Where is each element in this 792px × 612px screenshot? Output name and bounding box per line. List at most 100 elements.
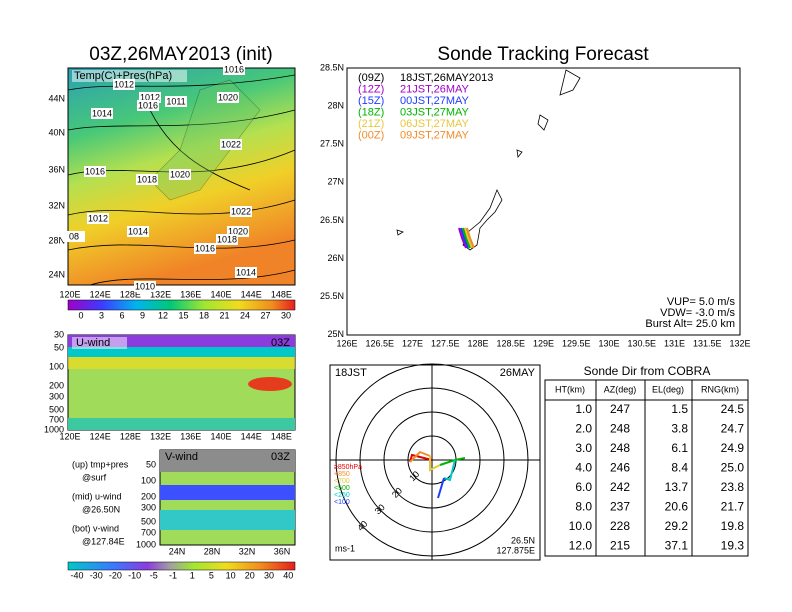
legend-text: 09JST,27MAY <box>400 129 470 141</box>
table-cell: 6.1 <box>671 441 688 455</box>
lon-label: 129E <box>533 338 554 348</box>
legend-text: 00JST,27MAY <box>400 95 470 107</box>
table-header: RNG(km) <box>701 384 739 394</box>
table-frame <box>544 379 749 557</box>
legend-code: (09Z) <box>358 72 384 84</box>
table-header: HT(km) <box>555 384 585 394</box>
table-cell: 4.0 <box>575 461 592 475</box>
legend-code: (00Z) <box>358 129 384 141</box>
lon-label: 136E <box>180 289 201 299</box>
jet-core <box>248 377 292 391</box>
table-cell: 2.0 <box>575 422 592 436</box>
u-wind-name: U-wind <box>76 337 110 349</box>
legend-text: 03JST,27MAY <box>400 106 470 118</box>
lat-label: 36N <box>48 164 65 174</box>
polar-track <box>409 450 466 499</box>
polar-level: <700 <box>334 478 350 485</box>
lat-label: 28N <box>327 100 344 110</box>
v-wind-band <box>160 510 295 530</box>
polar-lon: 127.875E <box>496 545 535 555</box>
colorbar-label: 0 <box>78 310 83 320</box>
note: (up) tmp+pres <box>72 459 129 469</box>
isobar-label: 1016 <box>138 100 158 110</box>
polar-level: <250 <box>334 492 350 499</box>
level-label: 200 <box>49 380 64 390</box>
lon-label: 126E <box>336 338 357 348</box>
isobar-label-bg <box>113 79 135 90</box>
level-label: 700 <box>141 527 156 537</box>
polar-level: <500 <box>334 485 350 492</box>
info: Burst Alt= 25.0 km <box>645 318 735 330</box>
u-wind-band <box>68 347 295 357</box>
table-cell: 8.4 <box>671 461 688 475</box>
isobar-label-bg <box>84 166 106 177</box>
colorbar-label: 10 <box>226 570 236 580</box>
title: 03Z,26MAY2013 (init) <box>89 44 272 65</box>
note: @127.84E <box>82 536 125 546</box>
isobar-label: 1022 <box>221 139 241 149</box>
lon-label: 120E <box>59 431 80 441</box>
isobars <box>67 74 296 286</box>
ring-label: 30 <box>373 502 387 516</box>
lat-label: 26.5N <box>320 215 344 225</box>
level-label: 30 <box>54 329 64 339</box>
isobar-label-bg <box>235 267 257 278</box>
table-cell: 23.8 <box>721 480 745 494</box>
note: @surf <box>82 472 107 482</box>
colorbar-label: -5 <box>150 570 158 580</box>
colorbar-label: 40 <box>283 570 293 580</box>
table-cell: 1.0 <box>575 402 592 416</box>
v-wind-band <box>160 450 295 472</box>
polar-level: <100 <box>334 499 350 506</box>
table-cell: 12.0 <box>569 539 593 553</box>
table-cell: 10.0 <box>569 519 593 533</box>
table-cell: 37.1 <box>665 539 689 553</box>
table-cell: 29.2 <box>665 519 689 533</box>
table-cell: 215 <box>610 539 630 553</box>
colorbar-label: -20 <box>109 570 122 580</box>
u-label-bg <box>72 337 127 349</box>
isobar-label: 1020 <box>170 169 190 179</box>
lat-label: 40N <box>48 127 65 137</box>
isobar-label-bg <box>139 92 161 103</box>
colorbar-label: 24 <box>240 310 250 320</box>
polar-level: ≥850hPa <box>334 464 362 471</box>
isobar-label: 1016 <box>195 243 215 253</box>
colorbar-label: -10 <box>128 570 141 580</box>
table-cell: 3.8 <box>671 422 688 436</box>
lon-label: 130E <box>598 338 619 348</box>
isobar-label-bg <box>165 96 187 107</box>
track-line <box>458 227 467 249</box>
colorbar-label: -30 <box>90 570 103 580</box>
table-cell: 20.6 <box>665 500 689 514</box>
lat-label: 24N <box>48 269 65 279</box>
isobar-label-bg <box>220 139 242 150</box>
table-cell: 19.3 <box>721 539 745 553</box>
table-cell: 21.7 <box>721 500 745 514</box>
lon-label: 124E <box>90 289 111 299</box>
table-cols <box>595 380 693 556</box>
lon-label: 132E <box>150 289 171 299</box>
isobar-label-bg <box>194 243 216 254</box>
lat-label: 25.5N <box>320 291 344 301</box>
lon-label: 132E <box>729 338 750 348</box>
colorbar-label: 6 <box>119 310 124 320</box>
colorbar-label: 12 <box>158 310 168 320</box>
colorbar-label: 15 <box>178 310 188 320</box>
lon-label: 129.5E <box>562 338 591 348</box>
lon-label: 148E <box>271 431 292 441</box>
table-cell: 228 <box>610 519 630 533</box>
isobar-label: 1020 <box>228 226 248 236</box>
isobar-label: 1018 <box>217 234 237 244</box>
overlay: Temp(C)+Pres(hPa) <box>74 70 172 82</box>
table-cell: 25.0 <box>721 461 745 475</box>
info: VDW= -3.0 m/s <box>660 307 735 319</box>
colorbar-label: 1 <box>190 570 195 580</box>
lat-label: 27N <box>327 177 344 187</box>
table-title: Sonde Dir from COBRA <box>584 364 711 378</box>
isobar-label-bg <box>230 206 252 217</box>
isobar-label: 08 <box>69 231 79 241</box>
level-label: 200 <box>141 491 156 501</box>
polar-lat: 26.5N <box>511 535 535 545</box>
lat-label: 32N <box>48 200 65 210</box>
